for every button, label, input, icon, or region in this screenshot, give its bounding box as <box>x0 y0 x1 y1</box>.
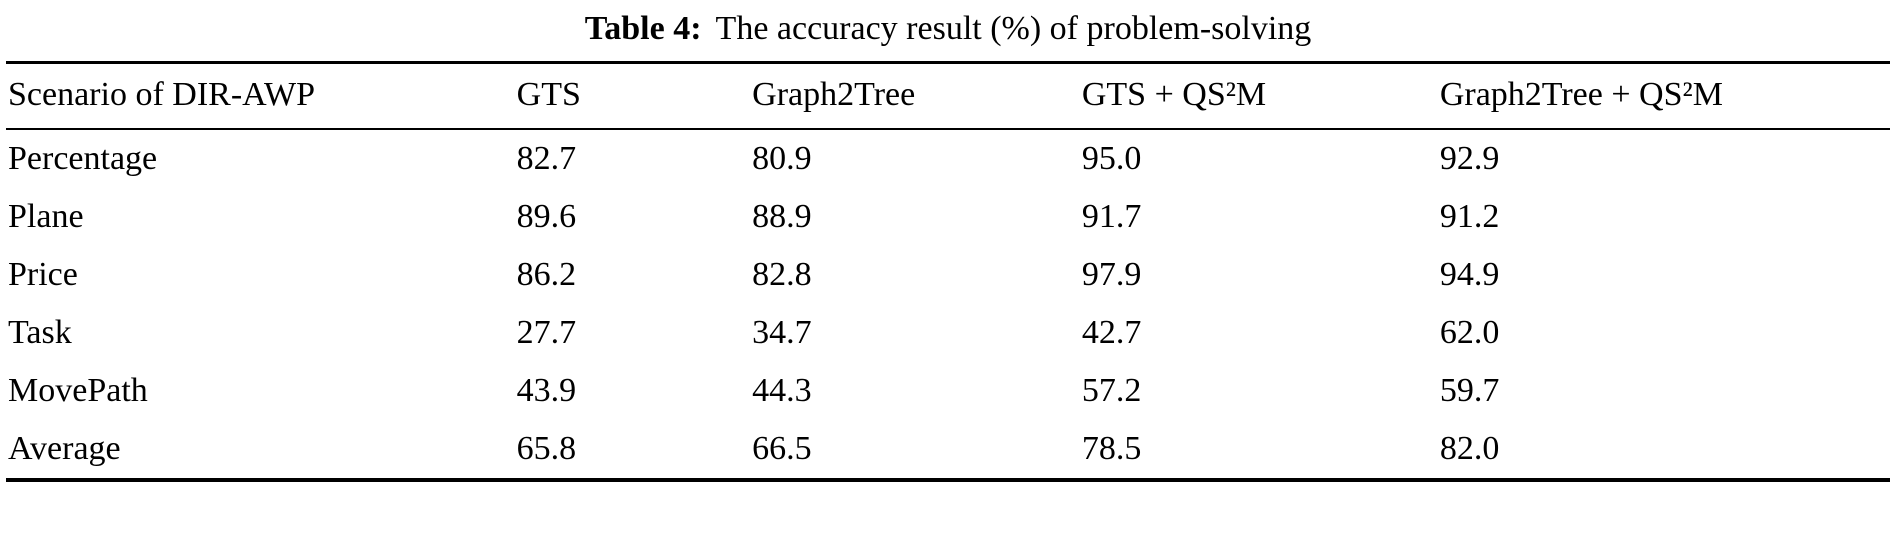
table-row: Average 65.8 66.5 78.5 82.0 <box>6 420 1890 480</box>
table-cell-value: 59.7 <box>1439 371 1500 409</box>
column-header-graph2tree: Graph2Tree <box>750 62 1080 130</box>
table-row: Price 86.2 82.8 97.9 94.9 <box>6 246 1890 304</box>
table-cell-value: 34.7 <box>752 313 812 351</box>
table-cell-value: 92.9 <box>1439 139 1500 177</box>
table-cell-value: 89.6 <box>516 197 577 235</box>
table-cell-value: 42.7 <box>1081 313 1142 351</box>
table-row: Plane 89.6 88.9 91.7 91.2 <box>6 188 1890 246</box>
table-header-row: Scenario of DIR-AWP GTS Graph2Tree GTS +… <box>6 62 1890 130</box>
table-cell-value: 82.8 <box>752 255 812 293</box>
table-cell-value: 82.7 <box>516 139 577 177</box>
table-cell-value: 91.7 <box>1081 197 1142 235</box>
column-header-gts-qs2m: GTS + QS²M <box>1079 62 1438 130</box>
table-cell-scenario: Plane <box>8 197 84 235</box>
table-cell-value: 86.2 <box>516 255 577 293</box>
table-cell-value: 80.9 <box>752 139 812 177</box>
table-cell-scenario: Price <box>8 255 78 293</box>
table-cell-value: 94.9 <box>1439 255 1500 293</box>
column-header-scenario: Scenario of DIR-AWP <box>6 62 515 130</box>
table-cell-scenario: Percentage <box>8 139 158 177</box>
table-row: Percentage 82.7 80.9 95.0 92.9 <box>6 129 1890 188</box>
table-cell-value: 82.0 <box>1439 429 1500 467</box>
table-caption-text: The accuracy result (%) of problem-solvi… <box>715 10 1312 47</box>
table-cell-value: 43.9 <box>516 371 577 409</box>
table-cell-scenario: MovePath <box>8 371 148 409</box>
column-header-gts: GTS <box>514 62 751 130</box>
table-cell-value: 62.0 <box>1439 313 1500 351</box>
table-row: MovePath 43.9 44.3 57.2 59.7 <box>6 362 1890 420</box>
table-cell-value: 97.9 <box>1081 255 1142 293</box>
table-cell-value: 88.9 <box>752 197 812 235</box>
table-cell-value: 95.0 <box>1081 139 1142 177</box>
table-cell-value: 57.2 <box>1081 371 1142 409</box>
table-caption-label: Table 4: <box>584 10 702 47</box>
table-cell-value: 66.5 <box>752 429 812 467</box>
table-caption: Table 4: The accuracy result (%) of probl… <box>6 4 1890 61</box>
table-cell-value: 91.2 <box>1439 197 1500 235</box>
table-cell-value: 27.7 <box>516 313 577 351</box>
results-table: Scenario of DIR-AWP GTS Graph2Tree GTS +… <box>6 60 1890 482</box>
table-cell-value: 44.3 <box>752 371 812 409</box>
column-header-graph2tree-qs2m: Graph2Tree + QS²M <box>1437 62 1890 130</box>
table-cell-value: 78.5 <box>1081 429 1142 467</box>
paper-table-figure: Table 4: The accuracy result (%) of probl… <box>6 4 1890 482</box>
table-cell-scenario: Task <box>8 313 72 351</box>
table-cell-value: 65.8 <box>516 429 577 467</box>
table-row: Task 27.7 34.7 42.7 62.0 <box>6 304 1890 362</box>
table-cell-scenario: Average <box>8 429 121 467</box>
